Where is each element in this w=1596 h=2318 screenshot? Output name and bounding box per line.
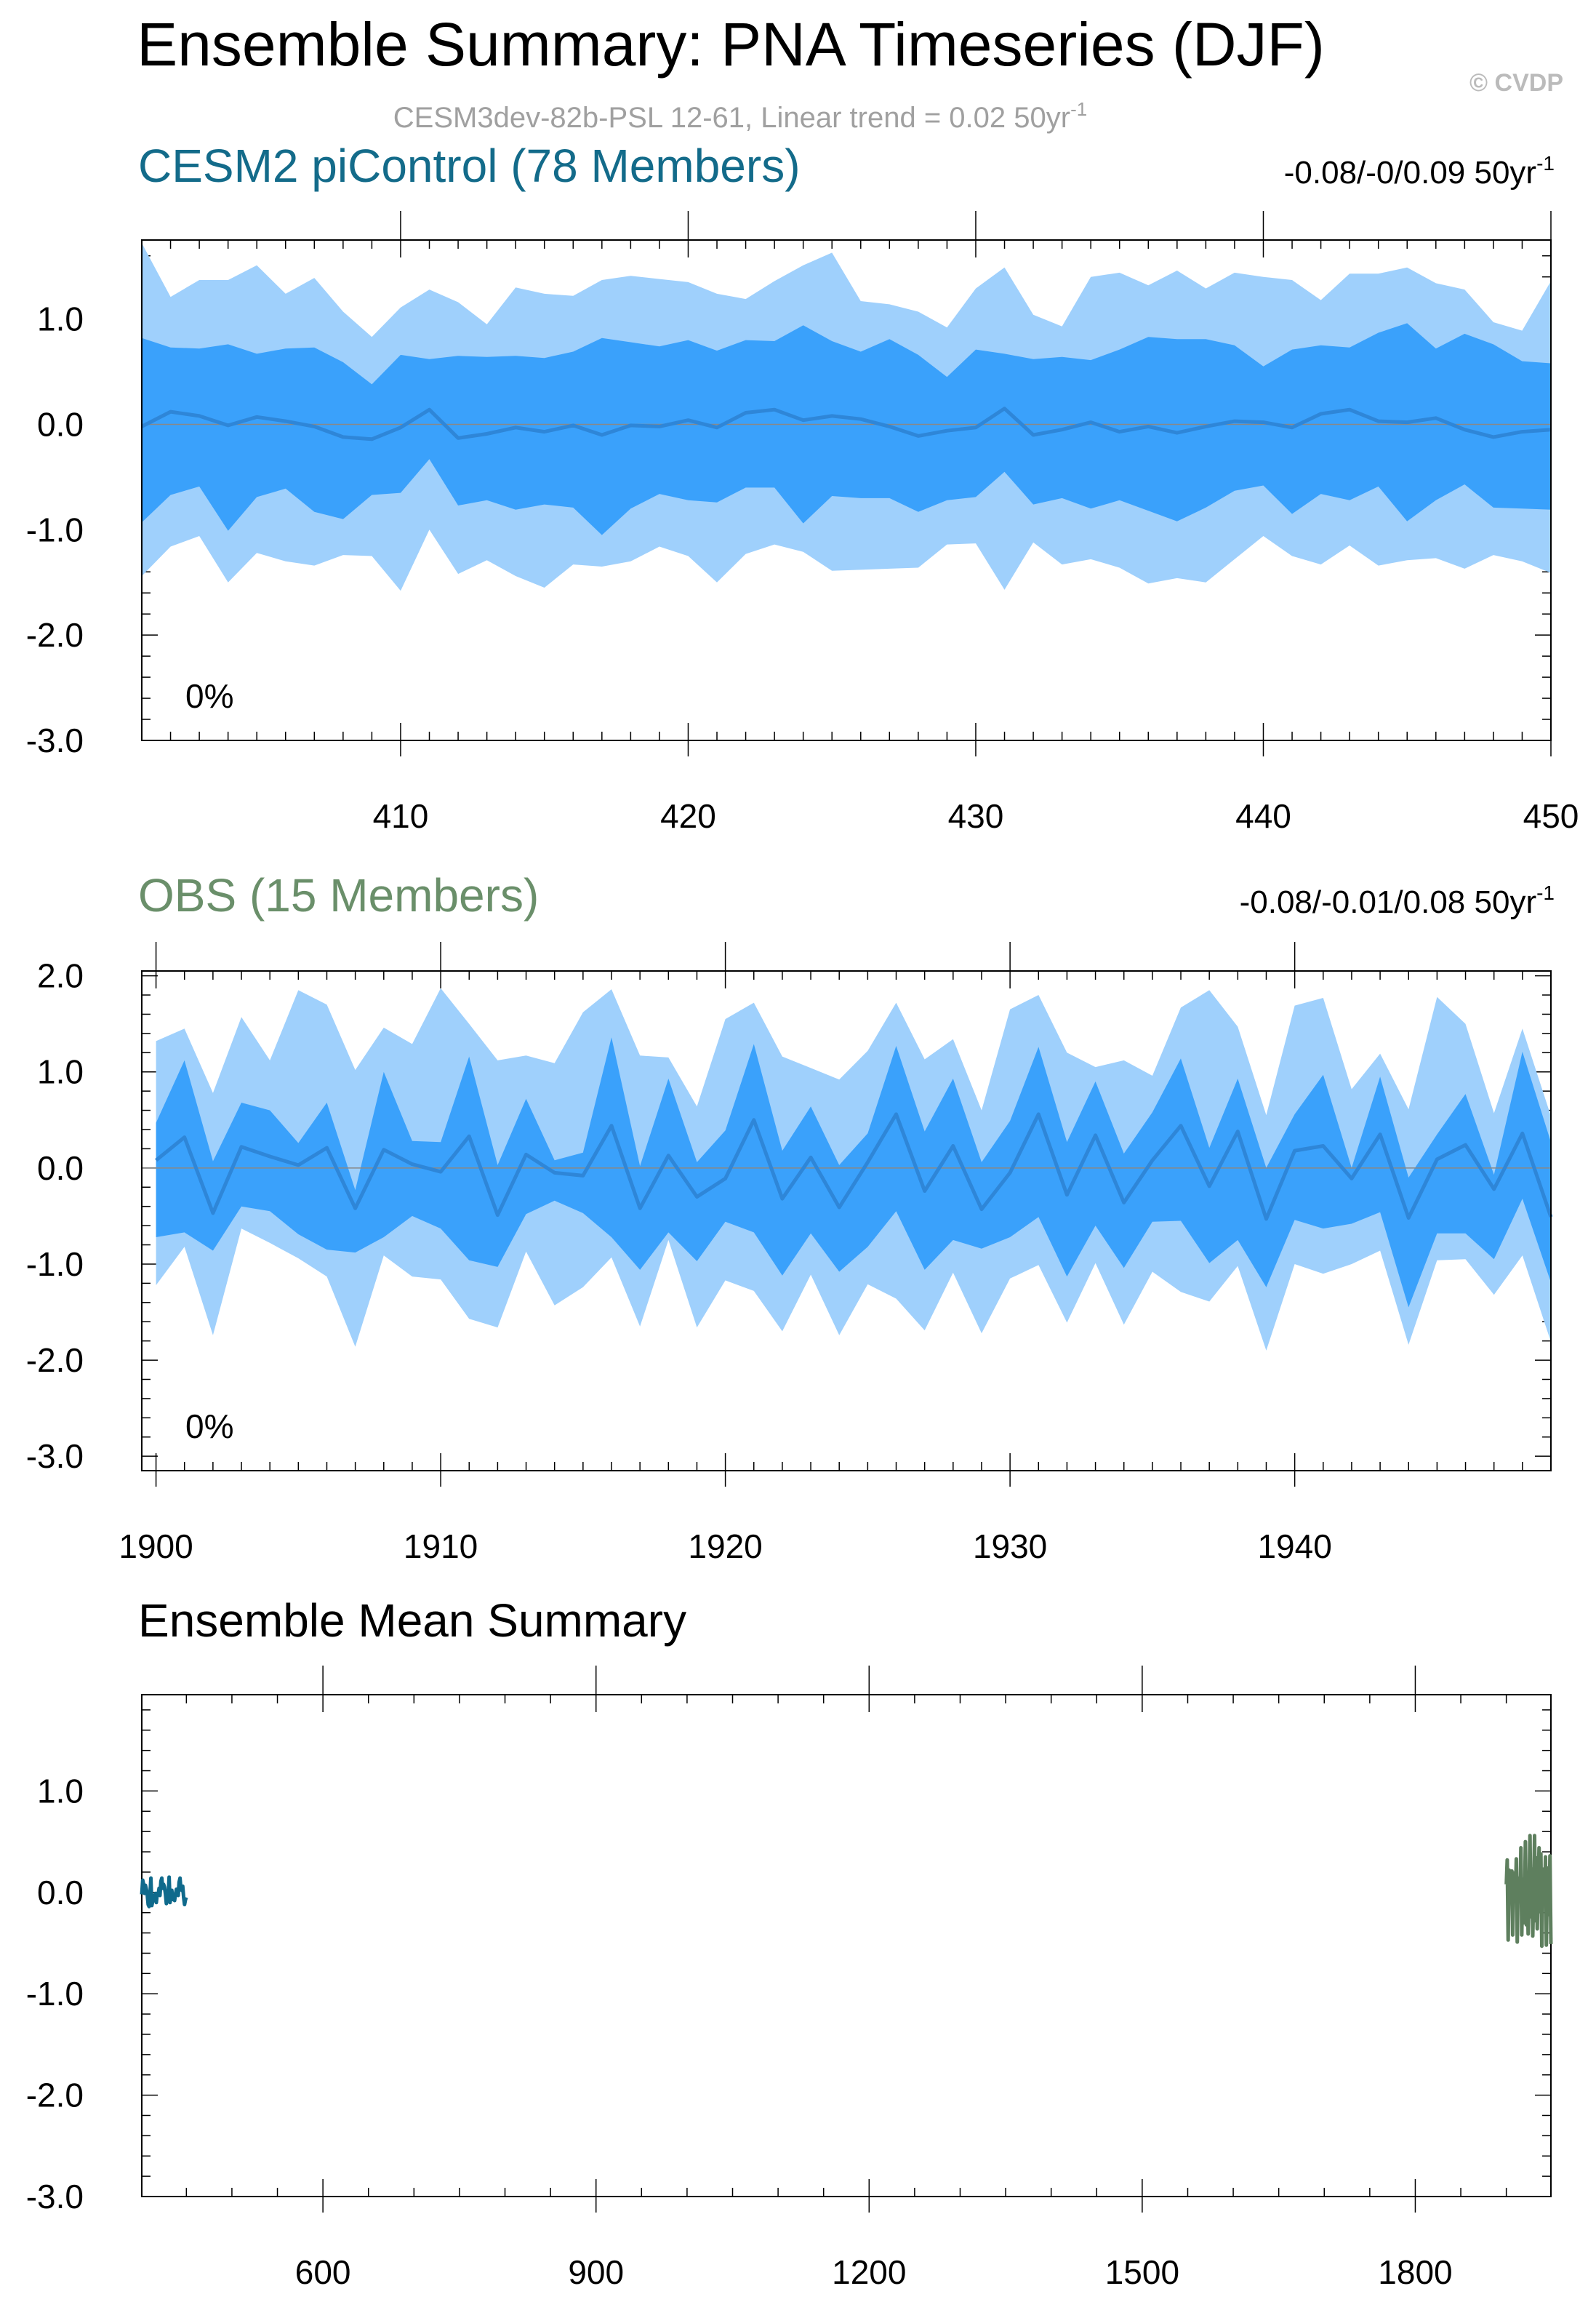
y-tick-label: 1.0 [37,1772,84,1810]
inner-range-band [142,323,1551,535]
y-tick-label: -3.0 [26,2178,84,2215]
y-tick-label: -1.0 [26,1975,84,2013]
y-tick-label: -2.0 [26,2077,84,2114]
trend-label: -0.08/-0.01/0.08 50yr-1 [1240,882,1555,920]
y-tick-label: -1.0 [26,511,84,548]
chart-panel-2: OBS (15 Members) -0.08/-0.01/0.08 50yr-1 2… [26,869,1555,1565]
x-tick-label: 1200 [832,2253,906,2291]
y-tick-label: -3.0 [26,722,84,759]
x-tick-label: 1500 [1105,2253,1179,2291]
figure-subtitle: CESM3dev-82b-PSL 12-61, Linear trend = 0… [393,98,1087,134]
x-tick-label: 1920 [688,1527,762,1565]
trend-label: -0.08/-0/0.09 50yr-1 [1284,152,1555,191]
ensemble-mean-line [140,407,1552,441]
plot-frame-overlay [141,239,1552,741]
x-tick-label: 450 [1523,797,1579,835]
y-tick-label: -2.0 [26,616,84,654]
chart-panel-1: CESM2 piControl (78 Members) -0.08/-0/0.0… [26,140,1579,835]
trend-superscript: -1 [1536,882,1555,904]
y-tick-label: -2.0 [26,1341,84,1379]
x-tick-label: 1930 [973,1527,1047,1565]
y-tick-label: 0.0 [37,405,84,443]
subtitle-superscript: -1 [1070,98,1087,120]
y-tick-label: -1.0 [26,1245,84,1283]
x-tick-label: 430 [948,797,1004,835]
y-tick-label: 2.0 [37,957,84,995]
watermark: © CVDP [1469,69,1563,97]
x-tick-label: 900 [568,2253,624,2291]
x-tick-label: 600 [295,2253,351,2291]
x-tick-label: 420 [660,797,716,835]
panel-title: OBS (15 Members) [138,869,539,922]
x-tick-label: 440 [1235,797,1291,835]
y-tick-label: 0.0 [37,1149,84,1187]
plot-frame-overlay [141,970,1552,1471]
percent-label: 0% [185,1407,233,1445]
charts-container: CESM2 piControl (78 Members) -0.08/-0/0.0… [26,140,1579,2291]
plot-frame [141,1694,1552,2197]
trend-label-text: -0.08/-0/0.09 50yr [1284,155,1536,191]
x-tick-label: 1910 [404,1527,478,1565]
percent-label: 0% [185,677,233,715]
panel-title: Ensemble Mean Summary [138,1594,686,1647]
x-tick-label: 1800 [1378,2253,1452,2291]
y-tick-label: 0.0 [37,1874,84,1911]
y-tick-label: -3.0 [26,1437,84,1475]
figure-title: Ensemble Summary: PNA Timeseries (DJF) [137,10,1325,79]
ensemble-mean-line [155,1112,1553,1221]
x-tick-label: 1940 [1257,1527,1331,1565]
chart-panel-3: Ensemble Mean Summary 1.0 0.0 -1.0 -2.0 -3.0 6… [26,1594,1553,2291]
trend-label-text: -0.08/-0.01/0.08 50yr [1240,884,1536,920]
inner-range-band [156,1037,1552,1308]
x-tick-label: 1900 [119,1527,193,1565]
trend-superscript: -1 [1536,152,1555,175]
ensemble-mean-series-1 [1504,1834,1553,1949]
ensemble-mean-series-0 [140,1875,188,1909]
y-tick-label: 1.0 [37,1053,84,1091]
x-tick-label: 410 [373,797,429,835]
y-tick-label: 1.0 [37,300,84,338]
panel-title: CESM2 piControl (78 Members) [138,140,801,192]
